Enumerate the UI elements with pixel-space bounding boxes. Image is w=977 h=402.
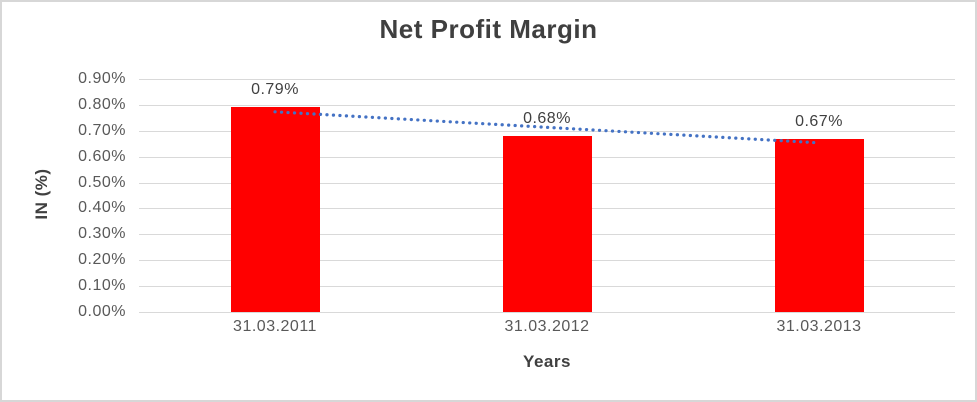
data-label: 0.67% (795, 113, 843, 130)
y-tick-label: 0.10% (78, 277, 126, 294)
bar (503, 136, 592, 312)
y-tick-label: 0.20% (78, 251, 126, 268)
x-axis-title: Years (523, 352, 571, 371)
gridline (139, 131, 955, 132)
trendline (273, 110, 821, 145)
chart-title: Net Profit Margin (379, 14, 598, 44)
x-tick-label: 31.03.2011 (233, 318, 317, 335)
y-tick-label: 0.60% (78, 148, 126, 165)
y-tick-label: 0.40% (78, 199, 126, 216)
x-tick-label: 31.03.2012 (504, 318, 590, 335)
gridline (139, 312, 955, 313)
bar (775, 139, 864, 312)
y-tick-label: 0.90% (78, 70, 126, 87)
bar (231, 107, 320, 312)
data-label: 0.79% (251, 81, 299, 98)
gridline (139, 105, 955, 106)
y-tick-label: 0.30% (78, 225, 126, 242)
x-tick-label: 31.03.2013 (776, 318, 862, 335)
y-tick-label: 0.80% (78, 96, 126, 113)
gridline (139, 79, 955, 80)
y-tick-label: 0.00% (78, 303, 126, 320)
y-tick-label: 0.50% (78, 174, 126, 191)
data-label: 0.68% (523, 110, 571, 127)
y-tick-label: 0.70% (78, 122, 126, 139)
